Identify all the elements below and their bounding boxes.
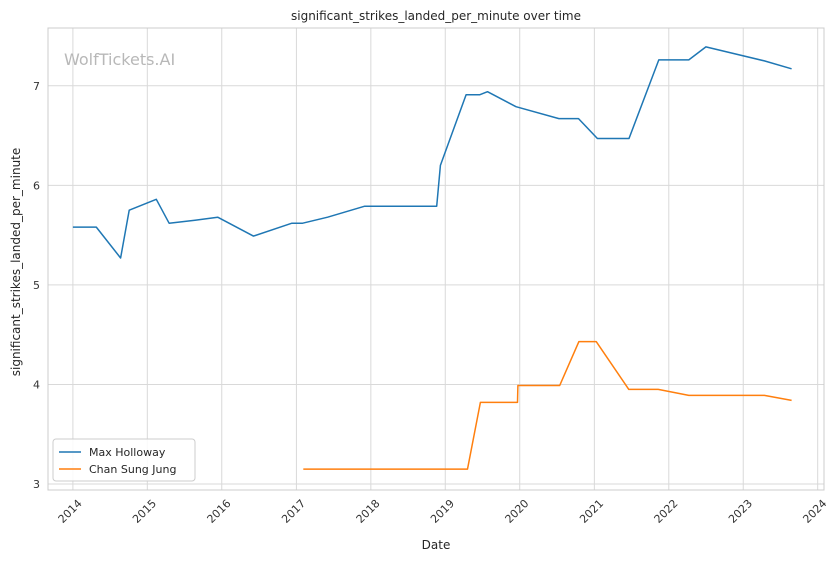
y-tick-label: 3 — [33, 478, 40, 491]
chart-title: significant_strikes_landed_per_minute ov… — [291, 9, 581, 23]
y-axis-ticks: 3 4 5 6 7 — [33, 80, 40, 491]
legend-box — [52, 438, 196, 482]
legend-label: Max Holloway — [89, 446, 166, 459]
grid — [48, 28, 824, 490]
legend-label: Chan Sung Jung — [89, 463, 176, 476]
series-lines — [72, 46, 792, 470]
x-axis-title: Date — [422, 538, 451, 552]
y-axis-title: significant_strikes_landed_per_minute — [9, 148, 23, 377]
y-tick-label: 6 — [33, 179, 40, 192]
series-line-max-holloway — [72, 46, 792, 259]
y-tick-label: 4 — [33, 378, 40, 391]
series-line-chan-sung-jung — [303, 340, 792, 470]
y-tick-label: 7 — [33, 80, 40, 93]
plot-frame — [47, 27, 825, 491]
legend: Max Holloway Chan Sung Jung — [52, 438, 196, 482]
watermark: WolfTickets.AI — [64, 50, 175, 69]
y-tick-label: 5 — [33, 279, 40, 292]
